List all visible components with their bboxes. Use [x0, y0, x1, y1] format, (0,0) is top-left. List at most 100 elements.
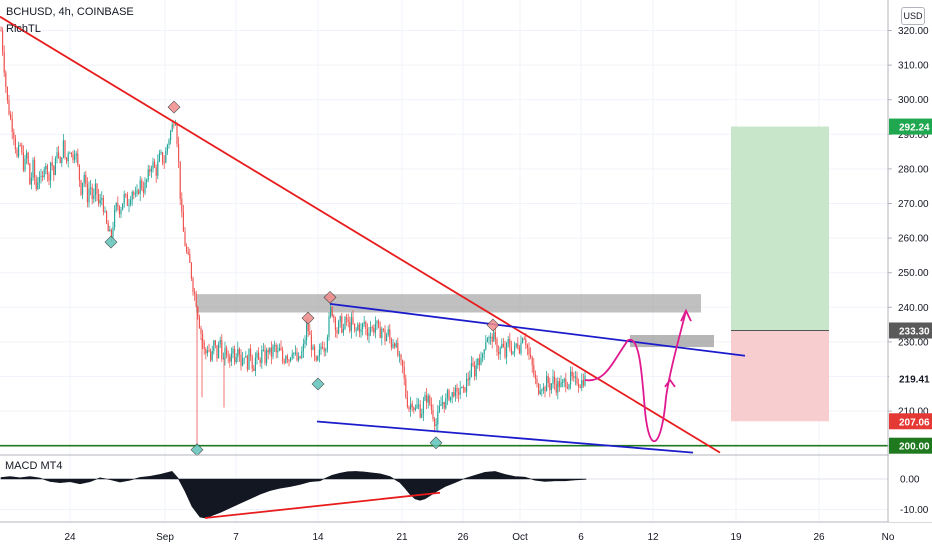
- candle-body: [362, 323, 364, 329]
- candle-body: [488, 337, 490, 339]
- candle-body: [566, 386, 568, 389]
- candle-body: [74, 155, 76, 160]
- candle-body: [115, 203, 117, 210]
- candle-body: [520, 342, 522, 354]
- candle-body: [306, 324, 308, 341]
- candle-body: [573, 376, 575, 378]
- candle-body: [330, 306, 332, 317]
- candle-body: [578, 383, 580, 387]
- candle-body: [149, 169, 151, 172]
- candle-body: [98, 193, 100, 204]
- candle-body: [189, 254, 191, 263]
- candle-body: [312, 346, 314, 350]
- currency-button[interactable]: USD: [901, 7, 925, 25]
- candle-body: [131, 192, 133, 201]
- indicator-label[interactable]: RichTL: [6, 23, 41, 35]
- candle-body: [128, 204, 130, 206]
- candle-body: [27, 152, 29, 164]
- candle-body: [462, 386, 464, 388]
- candle-body: [485, 342, 487, 350]
- candle-body: [142, 188, 144, 193]
- candle-body: [243, 357, 245, 359]
- candle-body: [291, 354, 293, 358]
- candle-body: [365, 322, 367, 329]
- candle-body: [523, 338, 525, 340]
- time-tick-label: 14: [312, 532, 324, 543]
- candle-body: [398, 354, 400, 356]
- swing-high-marker: [323, 290, 337, 304]
- candle-body: [51, 162, 53, 166]
- candle-body: [494, 331, 496, 339]
- candle-body: [526, 345, 528, 349]
- candle-body: [539, 390, 541, 395]
- candle-body: [75, 153, 77, 156]
- candle-body: [536, 378, 538, 384]
- candle-body: [152, 161, 154, 169]
- projection-curve: [584, 310, 687, 443]
- time-tick-label: Oct: [512, 532, 528, 543]
- downtrend-line: [0, 15, 721, 454]
- candle-body: [338, 321, 340, 334]
- candle-body: [560, 382, 562, 387]
- candle-body: [320, 346, 322, 350]
- candle-body: [3, 52, 5, 73]
- candle-body: [400, 354, 402, 360]
- candle-body: [381, 328, 383, 339]
- candle-body: [34, 159, 36, 179]
- candle-body: [466, 378, 468, 392]
- candle-body: [82, 182, 84, 195]
- candle-body: [480, 357, 482, 365]
- candle-body: [570, 371, 572, 385]
- candle-body: [0, 30, 2, 32]
- candle-body: [261, 349, 263, 363]
- candle-body: [19, 145, 21, 147]
- price-tick-label: 310.00: [898, 61, 929, 72]
- candle-body: [278, 347, 280, 351]
- candle-body: [32, 159, 34, 178]
- candle-body: [139, 180, 141, 194]
- candle-body: [376, 320, 378, 324]
- candle-body: [293, 352, 295, 355]
- candle-body: [86, 184, 88, 203]
- candle-body: [174, 124, 176, 126]
- candle-body: [426, 394, 428, 403]
- candle-body: [219, 340, 221, 344]
- candle-body: [197, 306, 199, 318]
- drawings-layer: [0, 15, 888, 457]
- candle-body: [410, 403, 412, 410]
- candle-body: [405, 378, 407, 398]
- candle-body: [240, 354, 242, 366]
- candle-body: [253, 368, 255, 371]
- candle-body: [125, 194, 127, 196]
- candle-body: [333, 316, 335, 319]
- swing-high-marker: [301, 311, 315, 325]
- candle-body: [342, 328, 344, 333]
- macd-label[interactable]: MACD MT4: [5, 460, 63, 472]
- candle-body: [326, 336, 328, 350]
- candle-body: [178, 143, 180, 162]
- candle-body: [53, 165, 55, 176]
- candle-body: [482, 353, 484, 358]
- candle-body: [294, 352, 296, 354]
- price-tick-label: 300.00: [898, 95, 929, 106]
- candle-body: [80, 180, 82, 195]
- projection-arrow-up: [680, 308, 692, 322]
- price-tick-label: 240.00: [898, 303, 929, 314]
- candle-body: [288, 359, 290, 362]
- candle-body: [59, 157, 61, 164]
- price-tick-label: 260.00: [898, 234, 929, 245]
- stop-badge: [889, 413, 932, 430]
- candle-body: [93, 195, 95, 199]
- candle-body: [18, 145, 20, 157]
- candle-body: [344, 317, 346, 329]
- candle-body: [459, 388, 461, 395]
- candle-body: [208, 350, 210, 352]
- candle-body: [195, 293, 197, 307]
- candle-body: [130, 200, 132, 205]
- time-tick-label: 24: [64, 532, 76, 543]
- candle-body: [563, 378, 565, 382]
- candle-body: [16, 149, 18, 157]
- candle-body: [251, 356, 253, 369]
- candle-body: [163, 162, 165, 164]
